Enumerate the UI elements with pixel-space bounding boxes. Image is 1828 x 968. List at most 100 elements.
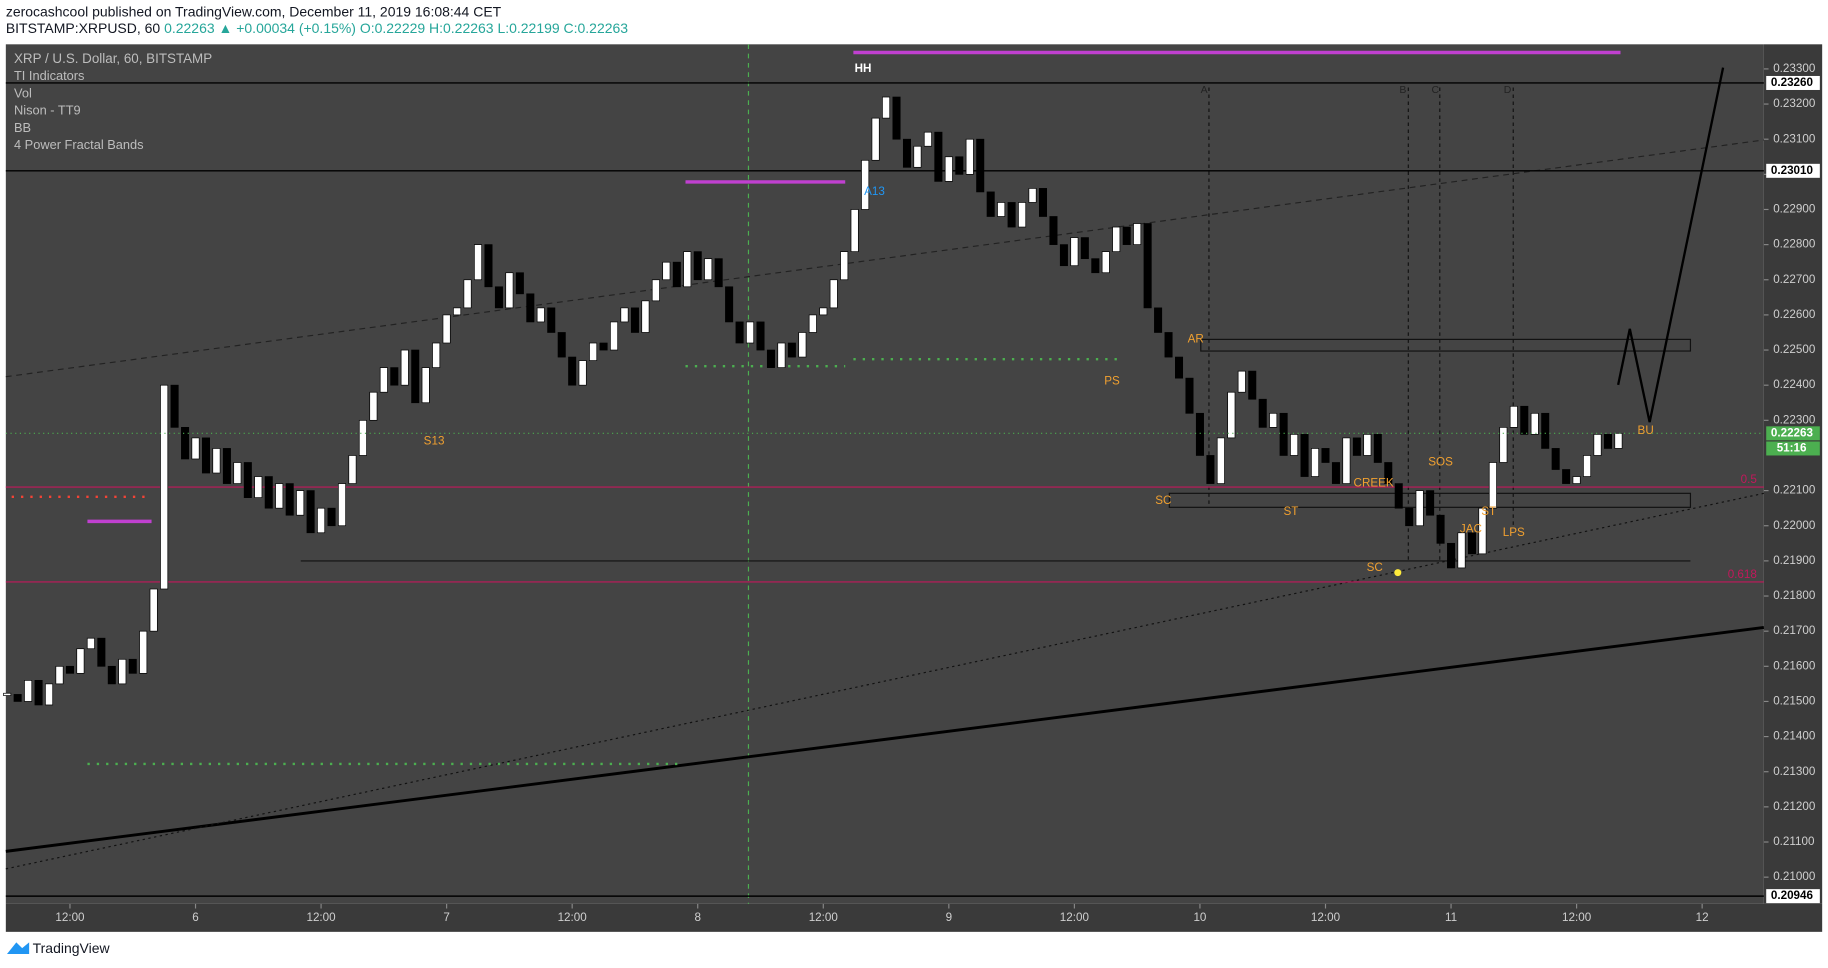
y-tick-label: 0.21300: [1773, 765, 1816, 778]
annotation: S13: [424, 434, 445, 447]
candle-body: [1436, 514, 1445, 544]
candle-body: [473, 244, 483, 281]
candle-body: [578, 360, 587, 386]
candle-body: [1583, 455, 1592, 477]
candle-body: [766, 349, 775, 368]
candle-body: [306, 490, 315, 534]
candle-body: [1509, 405, 1518, 428]
x-tick-label: 6: [192, 911, 198, 924]
candle-body: [3, 692, 12, 696]
candle-body: [285, 483, 294, 516]
legend-item: 4 Power Fractal Bands: [14, 137, 144, 152]
candle-body: [1384, 462, 1393, 484]
candle-body: [1227, 391, 1236, 439]
symbol-line: BITSTAMP:XRPUSD, 60 0.22263 ▲ +0.00034 (…: [6, 20, 628, 36]
projection-path: [1617, 67, 1725, 423]
y-tick-label: 0.22300: [1773, 413, 1816, 426]
candle-body: [641, 300, 650, 333]
candle-body: [13, 694, 22, 702]
candle-body: [421, 367, 430, 404]
candle-body: [871, 117, 880, 161]
y-tick-label: 0.22700: [1773, 273, 1816, 286]
candle-body: [128, 658, 137, 674]
candle-body: [913, 145, 922, 168]
y-tick-label: 0.22400: [1773, 378, 1816, 391]
price-badge: [1766, 75, 1820, 90]
candle-body: [1070, 237, 1079, 267]
annotation: ST: [1284, 505, 1299, 518]
candle-body: [390, 367, 399, 386]
candle-body: [651, 279, 660, 302]
symbol: BITSTAMP:XRPUSD, 60: [6, 20, 161, 36]
candle-body: [1290, 434, 1299, 456]
candle-body: [337, 483, 347, 527]
candle-body: [484, 244, 493, 288]
candle-body: [1195, 412, 1204, 456]
candle-body: [1342, 437, 1351, 484]
candle-body: [1164, 332, 1173, 358]
x-tick-label: 9: [946, 911, 952, 924]
annotation: JAC: [1460, 522, 1482, 535]
candle-body: [1080, 237, 1089, 260]
y-tick-label: 0.22600: [1773, 308, 1816, 321]
candle-body: [725, 286, 734, 323]
y-tick-label: 0.22900: [1773, 203, 1816, 216]
candle-body: [1300, 434, 1309, 477]
candle-body: [662, 261, 671, 281]
candle-body: [97, 637, 106, 667]
price-badge-label: 0.20946: [1771, 889, 1814, 902]
candle-body: [1415, 490, 1424, 527]
candle-body: [1394, 483, 1403, 509]
candle-body: [1007, 202, 1016, 228]
candle-body: [149, 588, 158, 632]
candle-body: [1206, 455, 1215, 484]
candle-body: [1603, 434, 1612, 449]
y-tick-label: 0.21000: [1773, 870, 1816, 883]
candle-body: [1499, 426, 1508, 463]
candle-body: [55, 665, 64, 685]
candle-body: [442, 314, 451, 344]
candle-body: [798, 332, 807, 358]
fib-label: 0.5: [1741, 473, 1757, 486]
candle-body: [965, 138, 974, 175]
annotation: PS: [1104, 375, 1120, 388]
plot-background: [5, 44, 1764, 904]
candle-body: [746, 321, 755, 344]
legend-item: Nison - TT9: [14, 103, 81, 118]
candle-body: [348, 455, 357, 484]
candle-body: [1279, 412, 1288, 456]
candle-body: [24, 680, 33, 702]
x-tick-label: 12:00: [809, 911, 839, 924]
candle-body: [1478, 507, 1487, 555]
x-tick-label: 12:00: [306, 911, 336, 924]
candle-body: [463, 279, 472, 309]
y-tick-label: 0.21900: [1773, 554, 1816, 567]
candle-body: [777, 342, 786, 368]
candle-body: [181, 426, 190, 460]
candle-body: [1175, 356, 1184, 379]
candle-body: [1258, 398, 1267, 428]
candle-body: [829, 279, 838, 309]
logo-mark: [6, 942, 30, 955]
candle-body: [589, 342, 598, 361]
annotation: A: [1201, 85, 1208, 96]
candle-body: [191, 437, 200, 460]
price-axis: [1763, 44, 1823, 904]
y-tick-label: 0.21400: [1773, 730, 1816, 743]
candle-body: [1562, 469, 1571, 484]
countdown: 51:16: [1777, 442, 1807, 455]
candle-body: [976, 138, 985, 193]
y-tick-label: 0.23300: [1773, 62, 1816, 75]
candle-body: [411, 349, 420, 404]
y-tick-label: 0.23100: [1773, 132, 1816, 145]
spring-dot: [1394, 569, 1402, 577]
candle-body: [505, 272, 514, 309]
candle-body: [1363, 434, 1372, 456]
candle-body: [1352, 437, 1361, 456]
candle-body: [840, 251, 849, 281]
candle-body: [1059, 244, 1068, 267]
candle-body: [850, 209, 859, 252]
candle-body: [683, 251, 692, 288]
candle-body: [86, 637, 95, 650]
